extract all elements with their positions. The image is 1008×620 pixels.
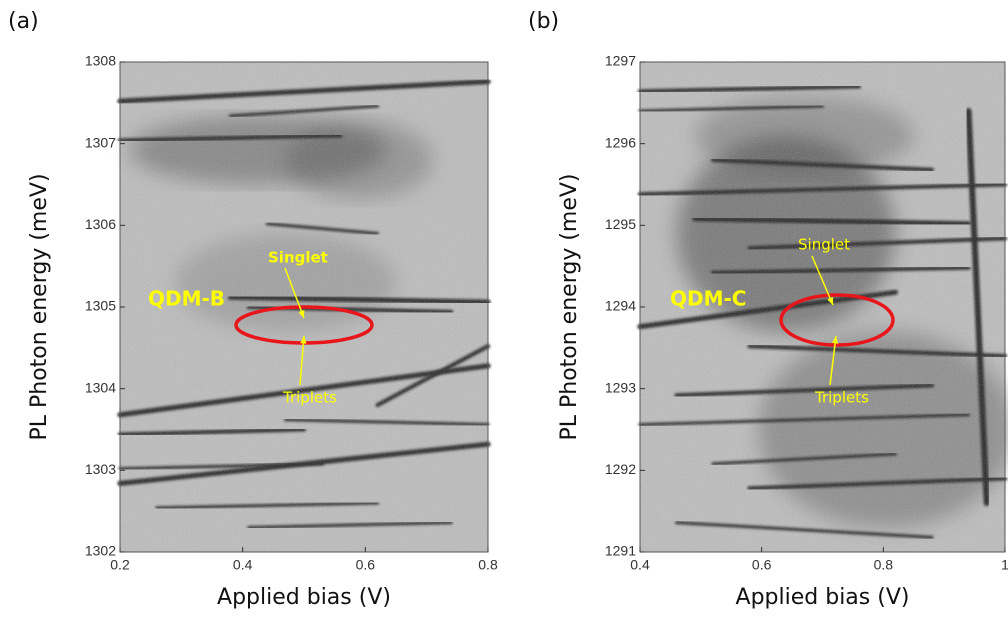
x-tick-label: 0.4: [233, 557, 253, 573]
annotation: Singlet: [798, 236, 850, 254]
highlight-ellipse: [779, 293, 895, 347]
y-tick-label: 1307: [85, 134, 116, 150]
x-axis-label: Applied bias (V): [736, 585, 910, 610]
x-tick-label: 0.6: [356, 557, 376, 573]
y-tick-label: 1295: [605, 216, 636, 232]
y-tick-label: 1305: [85, 298, 116, 314]
x-tick-label: 1: [1001, 557, 1008, 573]
y-tick-label: 1292: [605, 461, 636, 477]
x-tick-label: 0.6: [752, 557, 772, 573]
arrow-head: [827, 297, 833, 305]
annotation: QDM-B: [148, 287, 225, 311]
y-tick-label: 1308: [85, 53, 116, 69]
y-tick-label: 1303: [85, 461, 116, 477]
arrow: [299, 335, 305, 386]
x-tick-label: 0.4: [630, 557, 650, 573]
arrow: [811, 255, 834, 306]
arrow-head: [300, 336, 307, 344]
chart-panel: 0.4 0.6 0.8 1 1291 1292 1293 1294 1295 1296 1297 (b…: [528, 9, 1008, 610]
y-tick-label: 1297: [605, 53, 636, 69]
x-axis-label: Applied bias (V): [217, 585, 391, 610]
y-tick-label: 1294: [605, 298, 636, 314]
x-tick-label: 0.8: [478, 557, 498, 573]
plot-noise: [640, 62, 1005, 552]
y-axis-label: PL Photon energy (meV): [557, 173, 582, 440]
annotation: Triplets: [814, 389, 869, 407]
panel-label: (a): [8, 9, 39, 34]
chart-panel: 0.2 0.4 0.6 0.8 1302 1303 1304 1305 1306 1307 1308…: [8, 9, 498, 610]
y-tick-label: 1302: [85, 543, 116, 559]
y-tick-label: 1304: [85, 379, 116, 395]
arrow-head: [298, 310, 305, 318]
y-tick-label: 1293: [605, 379, 636, 395]
y-tick-label: 1306: [85, 216, 116, 232]
y-tick-label: 1291: [605, 543, 636, 559]
y-tick-label: 1296: [605, 134, 636, 150]
arrow: [829, 335, 837, 386]
x-tick-label: 0.8: [874, 557, 894, 573]
annotation: Singlet: [268, 249, 328, 267]
arrow-head: [832, 336, 839, 344]
annotation: Triplets: [282, 389, 337, 407]
x-tick-label: 0.2: [110, 557, 130, 573]
annotation: QDM-C: [670, 287, 746, 311]
y-axis-label: PL Photon energy (meV): [27, 173, 52, 440]
panel-label: (b): [528, 9, 559, 34]
arrow: [284, 267, 305, 319]
